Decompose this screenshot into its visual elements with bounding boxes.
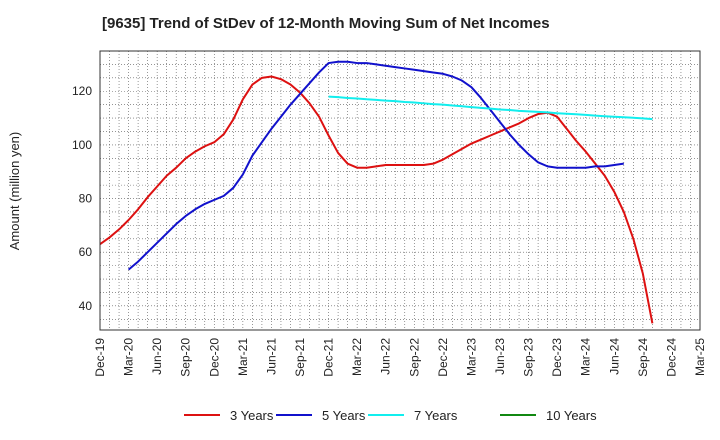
x-tick-label: Sep-23 — [522, 338, 536, 377]
legend-label: 10 Years — [546, 407, 597, 423]
x-tick-label: Sep-20 — [179, 338, 193, 377]
x-tick-label: Mar-25 — [693, 338, 707, 376]
legend: 3 Years 5 Years 7 Years 10 Years — [0, 405, 720, 425]
legend-item: 10 Years — [500, 405, 597, 425]
x-tick-label: Jun-21 — [264, 338, 278, 375]
x-tick-label: Sep-24 — [636, 338, 650, 377]
chart-title: [9635] Trend of StDev of 12-Month Moving… — [102, 15, 550, 32]
series-line-3-years — [99, 75, 654, 324]
y-axis-ticks: 40 60 80 100 120 — [72, 84, 92, 313]
x-tick-label: Jun-22 — [379, 338, 393, 375]
plot-frame — [99, 50, 701, 331]
x-tick-label: Sep-22 — [407, 338, 421, 377]
legend-swatch — [368, 414, 404, 416]
legend-swatch — [276, 414, 312, 416]
x-tick-label: Jun-20 — [150, 338, 164, 375]
legend-swatch — [184, 414, 220, 416]
y-tick-label: 120 — [72, 84, 92, 98]
x-axis-ticks: Dec-19 Mar-20 Jun-20 Sep-20 Dec-20 Mar-21 Jun-… — [93, 338, 707, 377]
series-line-7-years — [328, 95, 653, 121]
y-tick-label: 100 — [72, 138, 92, 152]
x-tick-label: Mar-22 — [350, 338, 364, 376]
series-lines — [99, 60, 654, 324]
plot-border — [99, 50, 701, 331]
x-tick-label: Mar-23 — [464, 338, 478, 376]
x-tick-label: Mar-20 — [122, 338, 136, 376]
x-tick-label: Dec-19 — [93, 338, 107, 377]
y-tick-label: 40 — [79, 299, 93, 313]
legend-item: 7 Years — [368, 405, 457, 425]
x-tick-label: Dec-23 — [550, 338, 564, 377]
y-tick-label: 60 — [79, 245, 93, 259]
y-tick-label: 80 — [79, 192, 93, 206]
series-line-5-years — [127, 60, 624, 271]
x-tick-label: Jun-24 — [607, 338, 621, 375]
x-tick-label: Dec-20 — [207, 338, 221, 377]
legend-swatch — [500, 414, 536, 416]
legend-item: 5 Years — [276, 405, 365, 425]
legend-label: 7 Years — [414, 407, 458, 423]
legend-label: 3 Years — [230, 407, 274, 423]
x-tick-label: Jun-23 — [493, 338, 507, 375]
grid-lines — [99, 50, 701, 330]
x-tick-label: Dec-21 — [322, 338, 336, 377]
x-tick-label: Dec-22 — [436, 338, 450, 377]
x-tick-label: Dec-24 — [664, 338, 678, 377]
legend-label: 5 Years — [322, 407, 366, 423]
x-tick-label: Sep-21 — [293, 338, 307, 377]
y-axis-label: Amount (million yen) — [7, 132, 22, 251]
legend-item: 3 Years — [184, 405, 273, 425]
x-tick-label: Mar-21 — [236, 338, 250, 376]
x-tick-label: Mar-24 — [579, 338, 593, 376]
